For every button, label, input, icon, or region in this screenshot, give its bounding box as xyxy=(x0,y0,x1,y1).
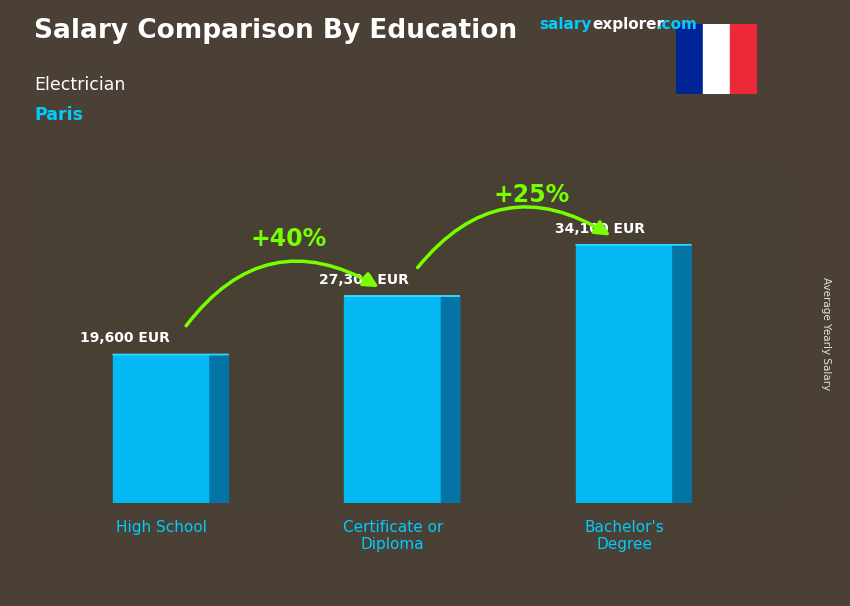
Text: 19,600 EUR: 19,600 EUR xyxy=(80,331,170,345)
Polygon shape xyxy=(673,245,691,503)
Text: salary: salary xyxy=(540,17,592,32)
Text: Paris: Paris xyxy=(34,106,83,124)
Polygon shape xyxy=(441,296,460,503)
Bar xyxy=(575,245,673,503)
Text: +25%: +25% xyxy=(494,184,570,207)
Bar xyxy=(344,296,441,503)
Text: Electrician: Electrician xyxy=(34,76,126,94)
Text: Average Yearly Salary: Average Yearly Salary xyxy=(821,277,831,390)
Bar xyxy=(676,24,703,94)
Bar xyxy=(703,24,729,94)
Text: 34,100 EUR: 34,100 EUR xyxy=(555,222,645,236)
Text: 27,300 EUR: 27,300 EUR xyxy=(319,273,409,287)
Text: explorer: explorer xyxy=(592,17,665,32)
Text: Salary Comparison By Education: Salary Comparison By Education xyxy=(34,18,517,44)
Bar xyxy=(113,355,210,503)
Polygon shape xyxy=(210,355,229,503)
Text: +40%: +40% xyxy=(251,227,326,251)
Bar xyxy=(729,24,756,94)
Text: .com: .com xyxy=(656,17,697,32)
